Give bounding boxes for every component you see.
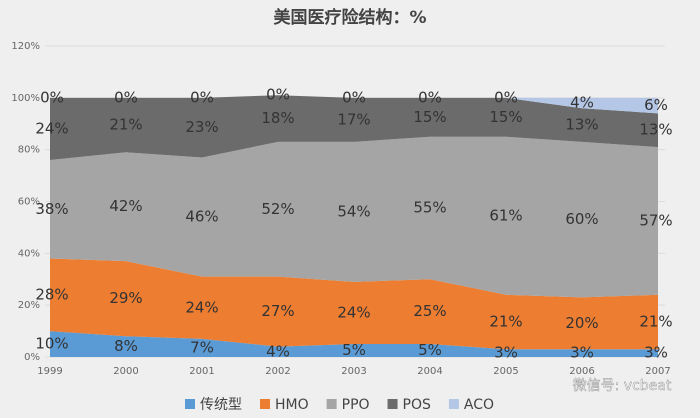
value-label: 0%: [190, 88, 214, 106]
value-label: 29%: [109, 289, 142, 307]
y-tick-label: 20%: [18, 300, 40, 311]
value-label: 4%: [266, 342, 290, 360]
value-label: 15%: [413, 108, 446, 126]
chart-title: 美国医疗险结构：%: [273, 7, 426, 28]
x-tick-label: 2006: [569, 366, 594, 377]
value-label: 8%: [114, 337, 138, 355]
y-tick-label: 60%: [18, 197, 40, 208]
x-tick-label: 2005: [493, 366, 518, 377]
value-label: 38%: [35, 200, 68, 218]
value-label: 24%: [185, 298, 218, 316]
x-tick-label: 2001: [189, 366, 214, 377]
value-label: 21%: [489, 313, 522, 331]
value-label: 4%: [570, 94, 594, 112]
value-label: 54%: [337, 202, 370, 220]
value-label: 13%: [639, 121, 672, 139]
value-label: 60%: [565, 210, 598, 228]
area: [50, 258, 658, 350]
legend-label: 传统型: [200, 397, 242, 413]
value-label: 3%: [494, 344, 518, 362]
y-tick-label: 120%: [11, 41, 40, 52]
legend-label: PPO: [342, 397, 370, 413]
value-label: 28%: [35, 285, 68, 303]
x-tick-label: 2004: [417, 366, 442, 377]
value-label: 5%: [418, 341, 442, 359]
legend-swatch: [387, 399, 398, 409]
value-label: 57%: [639, 211, 672, 229]
x-tick-label: 2000: [113, 366, 138, 377]
value-label: 24%: [35, 119, 68, 137]
legend-label: HMO: [275, 397, 309, 413]
value-label: 27%: [261, 302, 294, 320]
value-label: 24%: [337, 303, 370, 321]
value-label: 52%: [261, 200, 294, 218]
area: [50, 95, 658, 161]
x-tick-label: 2003: [341, 366, 366, 377]
value-label: 3%: [644, 344, 668, 362]
x-tick-label: 2002: [265, 366, 290, 377]
legend-swatch: [185, 399, 195, 409]
value-label: 10%: [35, 335, 68, 353]
value-label: 18%: [261, 109, 294, 127]
value-label: 23%: [185, 118, 218, 136]
x-tick-label: 1999: [37, 366, 62, 377]
value-label: 7%: [190, 338, 214, 356]
value-label: 42%: [109, 197, 142, 215]
value-label: 3%: [570, 344, 594, 362]
y-tick-label: 100%: [11, 93, 40, 104]
value-label: 0%: [114, 88, 138, 106]
area: [50, 331, 658, 357]
value-label: 61%: [489, 206, 522, 224]
legend-swatch: [260, 399, 270, 409]
area: [50, 136, 658, 298]
value-label: 0%: [418, 88, 442, 106]
value-label: 0%: [342, 88, 366, 106]
legend-swatch: [448, 399, 459, 409]
value-label: 55%: [413, 198, 446, 216]
value-label: 15%: [489, 108, 522, 126]
legend-swatch: [326, 399, 337, 409]
legend-label: ACO: [464, 397, 494, 413]
value-label: 5%: [342, 341, 366, 359]
value-label: 0%: [266, 86, 290, 104]
y-tick-label: 0%: [24, 352, 40, 363]
value-label: 20%: [565, 314, 598, 332]
value-label: 21%: [109, 116, 142, 134]
value-label: 0%: [40, 88, 64, 106]
x-tick-label: 2007: [645, 366, 670, 377]
value-label: 0%: [494, 88, 518, 106]
value-label: 6%: [644, 96, 668, 114]
value-label: 46%: [185, 208, 218, 226]
value-label: 17%: [337, 110, 370, 128]
value-label: 13%: [565, 116, 598, 134]
watermark: 微信号: vcbeat: [573, 378, 672, 394]
value-label: 25%: [413, 302, 446, 320]
y-tick-label: 40%: [18, 248, 40, 259]
value-label: 21%: [639, 313, 672, 331]
y-tick-label: 80%: [18, 145, 40, 156]
legend-label: POS: [403, 397, 431, 413]
